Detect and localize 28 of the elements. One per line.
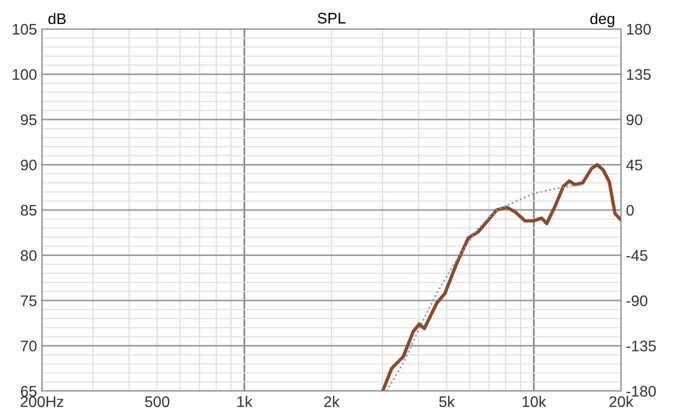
y2-tick-label: 135 bbox=[627, 69, 651, 80]
y-tick-label: 85 bbox=[20, 204, 36, 216]
y-axis-title: dB bbox=[48, 12, 66, 24]
y2-tick-label: 45 bbox=[626, 160, 642, 170]
y2-tick-label: 90 bbox=[626, 114, 642, 126]
y-tick-label: 100 bbox=[12, 69, 37, 80]
y2-tick-label: 0 bbox=[626, 204, 634, 216]
y2-tick-label: -90 bbox=[626, 295, 648, 306]
chart-title: SPL bbox=[318, 12, 346, 24]
y-tick-label: 75 bbox=[20, 296, 36, 306]
x-tick-label: 500 bbox=[145, 396, 170, 408]
x-tick-label: 2k bbox=[324, 396, 340, 407]
y2-tick-label: -45 bbox=[626, 250, 648, 261]
x-tick-label: 5k bbox=[439, 396, 455, 408]
y-tick-label: 95 bbox=[20, 114, 36, 126]
x-tick-label: 10k bbox=[522, 396, 546, 408]
y2-axis-title: deg bbox=[590, 12, 614, 28]
y-tick-label: 65 bbox=[20, 386, 36, 397]
y2-tick-label: -180 bbox=[626, 386, 656, 397]
x-tick-label: 1k bbox=[237, 396, 252, 407]
x-tick-label: 20k bbox=[609, 396, 634, 408]
y-tick-label: 80 bbox=[20, 250, 37, 261]
y2-tick-label: 180 bbox=[627, 24, 651, 35]
x-tick-label: 200Hz bbox=[20, 396, 64, 408]
y-tick-label: 70 bbox=[20, 340, 37, 352]
y-tick-label: 105 bbox=[12, 24, 36, 35]
y-tick-label: 90 bbox=[20, 160, 37, 170]
y2-tick-label: -135 bbox=[626, 340, 656, 352]
